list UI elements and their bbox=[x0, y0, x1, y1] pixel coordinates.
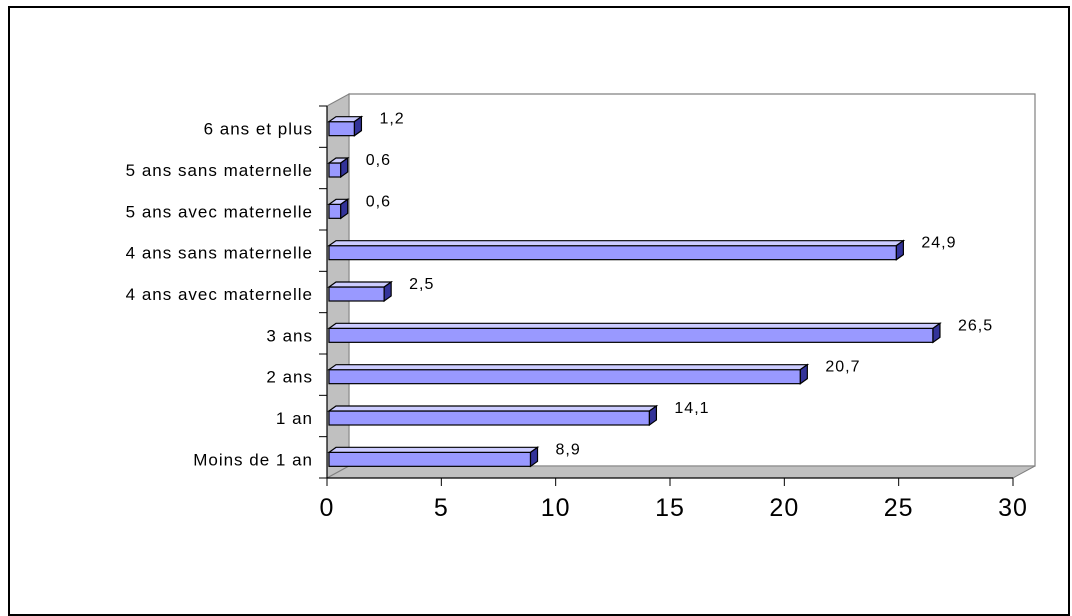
bar-side bbox=[383, 280, 392, 303]
bar bbox=[328, 245, 897, 261]
bar bbox=[328, 286, 385, 302]
data-label: 20,7 bbox=[825, 359, 860, 376]
category-label: 4 ans sans maternelle bbox=[126, 244, 313, 263]
bar-side bbox=[799, 363, 808, 385]
x-tick-label: 20 bbox=[769, 494, 799, 522]
bar-top bbox=[327, 322, 942, 329]
data-label: 0,6 bbox=[366, 152, 391, 169]
category-label: 1 an bbox=[276, 409, 313, 428]
data-label: 0,6 bbox=[366, 193, 391, 210]
bar bbox=[328, 203, 342, 219]
bar-side bbox=[340, 156, 349, 179]
bar-side bbox=[529, 446, 539, 468]
bar-side bbox=[895, 239, 904, 261]
bar-top bbox=[327, 281, 394, 288]
category-label: Moins de 1 an bbox=[193, 450, 313, 469]
x-tick-label: 15 bbox=[655, 494, 685, 522]
bar bbox=[328, 369, 801, 385]
category-label: 2 ans bbox=[266, 368, 313, 387]
category-label: 5 ans sans maternelle bbox=[126, 161, 313, 180]
data-label: 8,9 bbox=[556, 441, 581, 458]
bar bbox=[328, 410, 651, 426]
bar-side bbox=[932, 322, 941, 344]
data-label: 26,5 bbox=[958, 317, 993, 334]
bar-top bbox=[327, 405, 659, 412]
bar bbox=[328, 451, 532, 467]
bar bbox=[328, 327, 934, 343]
category-label: 5 ans avec maternelle bbox=[126, 202, 313, 221]
bar-top bbox=[327, 240, 906, 247]
category-label: 4 ans avec maternelle bbox=[126, 285, 313, 304]
chart-frame: 0 5 10 15 20 25 30 8,9 Moins de 1 an 14,1 1 an 20,7… bbox=[8, 6, 1070, 616]
floor bbox=[326, 465, 1036, 479]
data-label: 2,5 bbox=[409, 276, 434, 293]
bar-side bbox=[648, 404, 658, 427]
x-tick-label: 5 bbox=[434, 494, 449, 522]
data-label: 14,1 bbox=[674, 400, 709, 417]
bar-top bbox=[327, 446, 540, 453]
x-tick-label: 25 bbox=[884, 494, 914, 522]
data-label: 24,9 bbox=[921, 235, 956, 252]
bar-top bbox=[327, 364, 810, 371]
category-label: 6 ans et plus bbox=[204, 120, 313, 139]
bar-side bbox=[340, 198, 349, 220]
bar bbox=[328, 121, 356, 137]
x-tick-label: 10 bbox=[541, 494, 571, 522]
data-label: 1,2 bbox=[379, 111, 404, 128]
x-tick-label: 30 bbox=[998, 494, 1028, 522]
category-label: 3 ans bbox=[266, 326, 313, 345]
bar-side bbox=[353, 115, 363, 137]
bar bbox=[328, 162, 342, 178]
x-tick-label: 0 bbox=[320, 494, 335, 522]
bar-chart: 0 5 10 15 20 25 30 8,9 Moins de 1 an 14,1 1 an 20,7… bbox=[126, 93, 1036, 522]
